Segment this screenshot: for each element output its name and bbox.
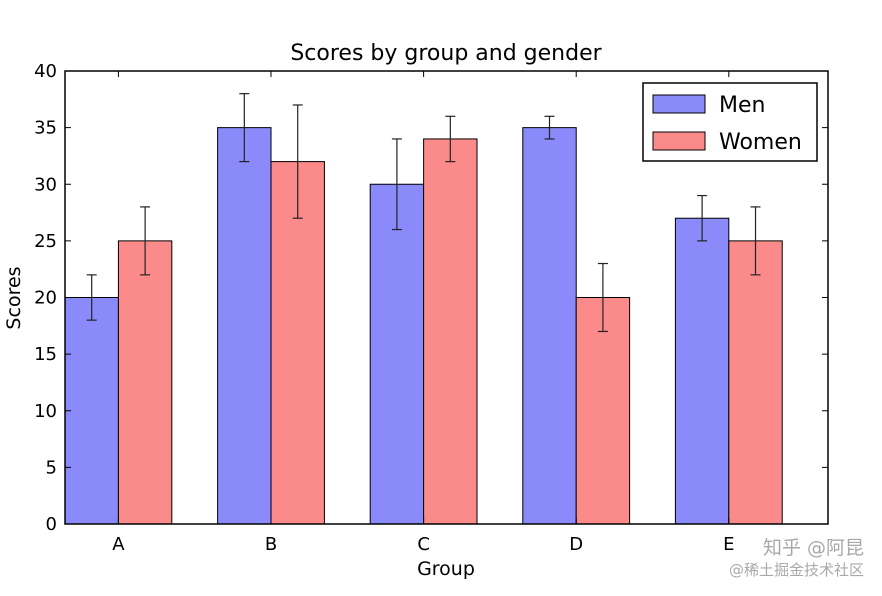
y-tick-label: 30 bbox=[34, 174, 57, 195]
bar-women-a bbox=[117, 240, 173, 525]
plot-area-frame bbox=[64, 70, 829, 525]
bar-men-e bbox=[674, 217, 730, 525]
y-tick-label: 10 bbox=[34, 401, 57, 422]
bar-women-b bbox=[270, 161, 325, 525]
axis-ticks-layer: 0 5 10 15 20 25 30 35 40 A B C D E bbox=[34, 61, 828, 555]
legend-swatch-men bbox=[652, 94, 706, 114]
bar-women-d bbox=[575, 297, 631, 525]
x-tick-label: B bbox=[265, 534, 277, 555]
legend-label-men: Men bbox=[719, 93, 765, 118]
y-tick-label: 20 bbox=[34, 288, 57, 309]
bar-men-b bbox=[217, 127, 272, 525]
watermark-line-2: @稀土掘金技术社区 bbox=[728, 561, 864, 579]
watermark-line-1: 知乎 @阿昆 bbox=[762, 537, 864, 559]
bar-men-a bbox=[64, 297, 119, 525]
bar-women-e bbox=[728, 240, 783, 525]
chart-title: Scores by group and gender bbox=[290, 41, 602, 66]
x-tick-label: A bbox=[112, 534, 125, 555]
y-tick-label: 15 bbox=[34, 344, 57, 365]
y-tick-label: 25 bbox=[34, 231, 57, 252]
y-tick-label: 40 bbox=[34, 61, 57, 82]
x-tick-label: D bbox=[569, 534, 583, 555]
y-axis-label: Scores bbox=[3, 266, 25, 329]
y-tick-label: 0 bbox=[46, 514, 57, 535]
x-tick-label: E bbox=[723, 534, 734, 555]
x-tick-label: C bbox=[417, 534, 430, 555]
x-axis-label: Group bbox=[417, 558, 475, 580]
error-bars-layer bbox=[86, 93, 761, 333]
bar-men-d bbox=[522, 127, 577, 525]
legend-swatch-women bbox=[652, 131, 706, 151]
legend-label-women: Women bbox=[719, 130, 802, 155]
bars-layer bbox=[64, 127, 783, 525]
bar-men-c bbox=[369, 183, 425, 525]
y-tick-label: 35 bbox=[34, 118, 57, 139]
y-tick-label: 5 bbox=[46, 457, 57, 478]
legend: Men Women bbox=[642, 82, 818, 162]
bar-women-c bbox=[423, 138, 478, 525]
